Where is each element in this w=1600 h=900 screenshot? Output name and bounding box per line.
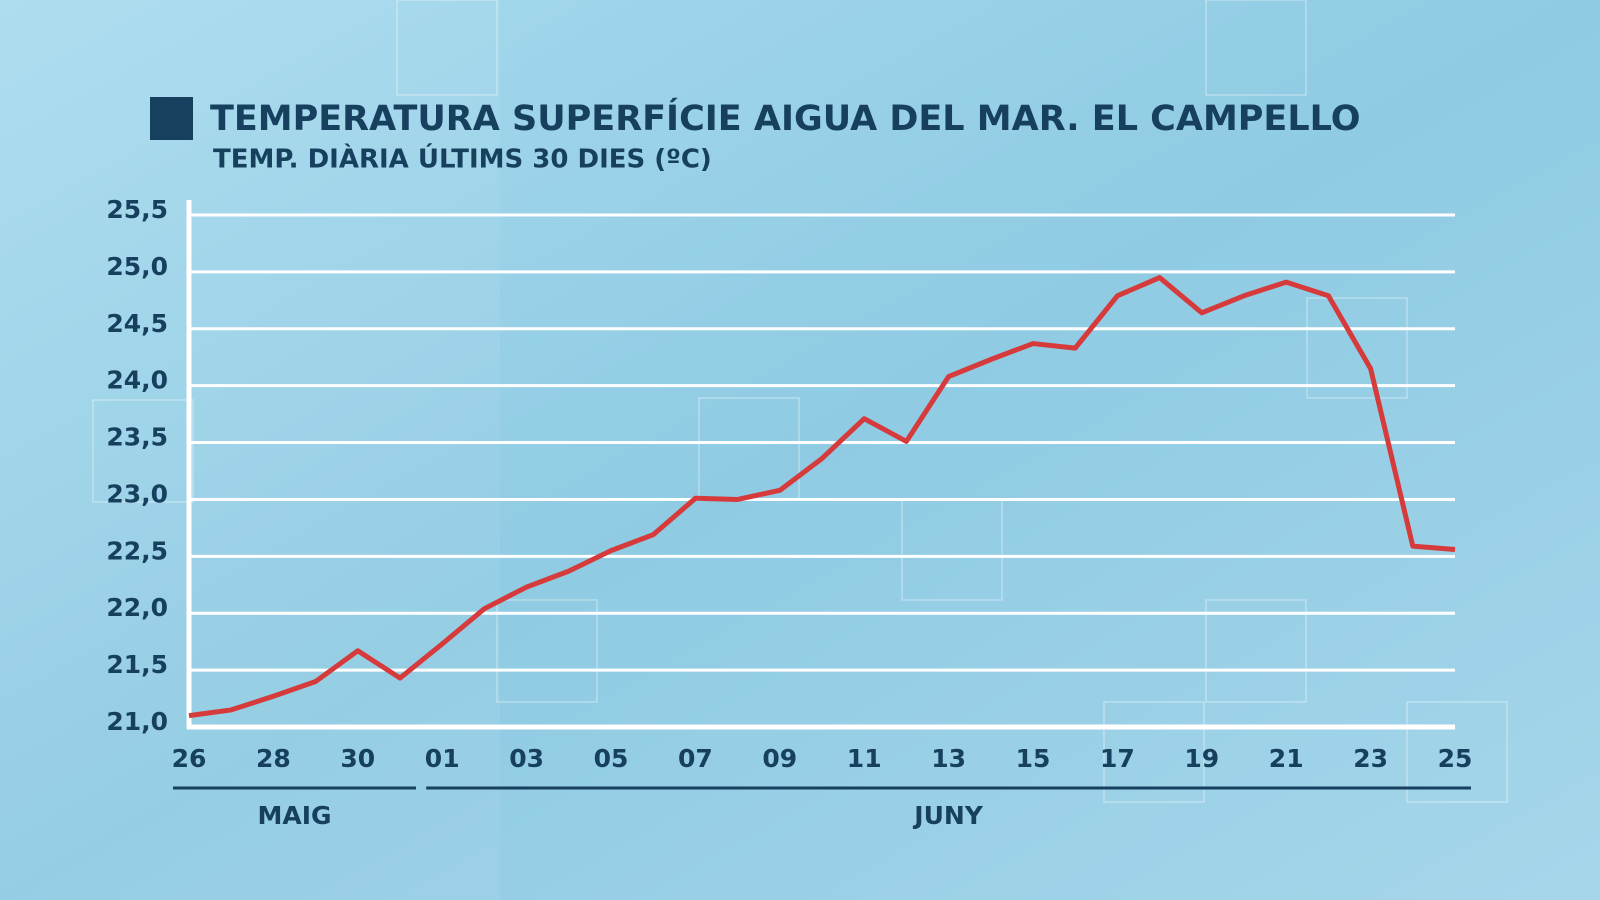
x-tick-label: 28: [256, 744, 291, 773]
month-label: MAIG: [257, 801, 331, 830]
x-tick-label: 30: [340, 744, 375, 773]
x-tick-label: 21: [1269, 744, 1304, 773]
x-tick-label: 23: [1353, 744, 1388, 773]
y-tick-label: 21,0: [106, 707, 168, 736]
y-tick-label: 21,5: [106, 650, 168, 679]
decor-band: [0, 0, 500, 900]
month-label: JUNY: [912, 801, 984, 830]
y-tick-label: 23,0: [106, 479, 168, 508]
x-tick-label: 19: [1184, 744, 1219, 773]
y-tick-label: 24,0: [106, 366, 168, 395]
y-tick-label: 23,5: [106, 423, 168, 452]
x-tick-label: 25: [1438, 744, 1473, 773]
y-tick-label: 22,0: [106, 593, 168, 622]
x-tick-label: 09: [762, 744, 797, 773]
x-tick-label: 13: [931, 744, 966, 773]
x-tick-label: 07: [678, 744, 713, 773]
data-line: [188, 275, 1456, 719]
x-tick-label: 05: [594, 744, 629, 773]
chart-subtitle: TEMP. DIÀRIA ÚLTIMS 30 DIES (ºC): [213, 143, 712, 175]
y-tick-label: 22,5: [106, 536, 168, 565]
title-marker: [150, 97, 193, 140]
chart-title: TEMPERATURA SUPERFÍCIE AIGUA DEL MAR. EL…: [210, 97, 1360, 139]
x-tick-label: 26: [172, 744, 207, 773]
x-tick-label: 17: [1100, 744, 1135, 773]
x-tick-label: 15: [1016, 744, 1051, 773]
x-tick-label: 01: [425, 744, 460, 773]
y-tick-label: 24,5: [106, 309, 168, 338]
x-tick-label: 03: [509, 744, 544, 773]
y-tick-label: 25,0: [106, 252, 168, 281]
x-tick-label: 11: [847, 744, 882, 773]
y-tick-label: 25,5: [106, 195, 168, 224]
